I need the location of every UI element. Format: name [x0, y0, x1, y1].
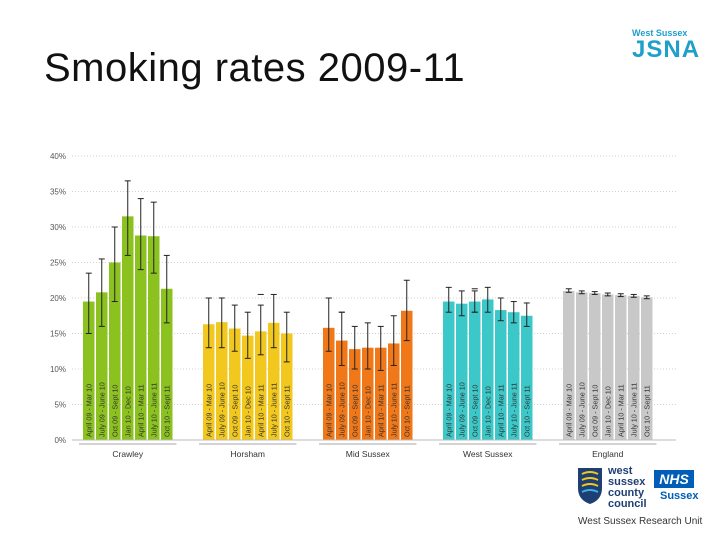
- group-label: England: [592, 449, 623, 459]
- y-tick-label: 10%: [50, 365, 66, 374]
- bar: [521, 315, 533, 440]
- bar: [216, 322, 228, 440]
- period-label: Jan 10 - Dec 10: [483, 386, 492, 437]
- bar: [242, 335, 254, 440]
- jsna-logo-subtitle: West Sussex: [632, 28, 688, 38]
- bar: [203, 324, 215, 440]
- bar: [336, 340, 348, 440]
- research-unit-label: West Sussex Research Unit: [578, 516, 703, 527]
- period-label: Oct 10 - Sept 11: [282, 385, 291, 437]
- bar: [148, 236, 160, 440]
- period-label: July 09 - June 10: [97, 382, 106, 437]
- bar: [229, 328, 241, 440]
- period-label: Oct 09 - Sept 10: [110, 385, 119, 437]
- period-label: April 10 - Mar 11: [256, 384, 265, 437]
- council-name: west sussex county council: [608, 466, 647, 510]
- council-name-line: county: [608, 487, 645, 499]
- period-label: Jan 10 - Dec 10: [123, 386, 132, 437]
- period-label: July 10 - June 11: [149, 383, 158, 437]
- period-label: Oct 10 - Sept 11: [162, 385, 171, 437]
- bar: [602, 294, 614, 440]
- period-label: April 10 - Mar 11: [376, 384, 385, 437]
- bar: [135, 235, 147, 440]
- bar: [349, 349, 361, 440]
- council-name-line: sussex: [608, 476, 646, 488]
- period-label: Oct 09 - Sept 10: [470, 385, 479, 437]
- bar: [255, 331, 267, 440]
- bar: [589, 293, 601, 440]
- y-tick-label: 35%: [50, 188, 66, 197]
- council-name-line: council: [608, 498, 647, 510]
- council-name-line: west: [608, 465, 633, 477]
- y-tick-label: 40%: [50, 152, 66, 161]
- bar: [96, 292, 108, 440]
- bar: [576, 292, 588, 440]
- period-label: July 10 - June 11: [269, 383, 278, 437]
- period-label: Oct 10 - Sept 11: [402, 385, 411, 437]
- period-label: July 10 - June 11: [509, 383, 518, 437]
- period-label: July 10 - June 11: [389, 383, 398, 437]
- y-tick-label: 0%: [54, 436, 66, 445]
- period-label: Jan 10 - Dec 10: [363, 386, 372, 437]
- jsna-logo: West Sussex JSNA: [632, 28, 700, 62]
- y-tick-label: 15%: [50, 330, 66, 339]
- bar: [122, 216, 134, 440]
- period-label: July 09 - June 10: [337, 382, 346, 437]
- bar: [482, 299, 494, 440]
- bar: [109, 262, 121, 440]
- period-label: July 09 - June 10: [217, 382, 226, 437]
- nhs-region: Sussex: [660, 490, 699, 502]
- footer-logos: west sussex county council NHS Sussex We…: [576, 466, 716, 536]
- period-label: April 10 - Mar 11: [616, 384, 625, 437]
- bar: [362, 347, 374, 440]
- bar: [443, 301, 455, 440]
- period-label: July 10 - June 11: [629, 383, 638, 437]
- bar: [323, 327, 335, 440]
- smoking-rates-chart: 0% 5% 10% 15% 20% 25% 30% 35% 40% April 09 - Mar …: [50, 152, 676, 459]
- bar: [563, 290, 575, 440]
- period-label: April 09 - Mar 10: [204, 384, 213, 437]
- period-label: Oct 09 - Sept 10: [350, 385, 359, 437]
- period-label: Oct 10 - Sept 11: [642, 385, 651, 437]
- bar: [615, 295, 627, 440]
- bar: [375, 347, 387, 440]
- y-tick-label: 25%: [50, 259, 66, 268]
- period-label: Jan 10 - Dec 10: [243, 386, 252, 437]
- bar: [401, 310, 413, 440]
- period-label: Jan 10 - Dec 10: [603, 386, 612, 437]
- bar: [628, 295, 640, 440]
- period-label: April 09 - Mar 10: [564, 384, 573, 437]
- bar: [469, 301, 481, 440]
- period-label: April 10 - Mar 11: [496, 384, 505, 437]
- bar: [456, 303, 468, 440]
- slide-title: Smoking rates 2009-11: [44, 46, 466, 90]
- period-label: April 10 - Mar 11: [136, 384, 145, 437]
- nhs-badge: NHS: [654, 470, 694, 488]
- bar: [83, 301, 95, 440]
- period-label: Oct 09 - Sept 10: [590, 385, 599, 437]
- group-label: Crawley: [112, 449, 143, 459]
- group-label: Horsham: [231, 449, 265, 459]
- bar: [388, 343, 400, 440]
- period-label: Oct 10 - Sept 11: [522, 385, 531, 437]
- period-label: April 09 - Mar 10: [444, 384, 453, 437]
- period-label: April 09 - Mar 10: [324, 384, 333, 437]
- period-label: July 09 - June 10: [577, 382, 586, 437]
- group-label: West Sussex: [463, 449, 513, 459]
- bar: [161, 288, 173, 440]
- y-tick-label: 20%: [50, 294, 66, 303]
- bar: [281, 333, 293, 440]
- period-label: April 09 - Mar 10: [84, 384, 93, 437]
- period-label: Oct 09 - Sept 10: [230, 385, 239, 437]
- bar: [641, 297, 653, 440]
- bar: [268, 322, 280, 440]
- period-label: July 09 - June 10: [457, 382, 466, 437]
- bar: [508, 312, 520, 440]
- group-label: Mid Sussex: [346, 449, 391, 459]
- bar: [495, 310, 507, 440]
- jsna-logo-title: JSNA: [632, 36, 701, 63]
- y-tick-label: 30%: [50, 223, 66, 232]
- council-crest-icon: [578, 468, 602, 504]
- y-tick-label: 5%: [54, 401, 66, 410]
